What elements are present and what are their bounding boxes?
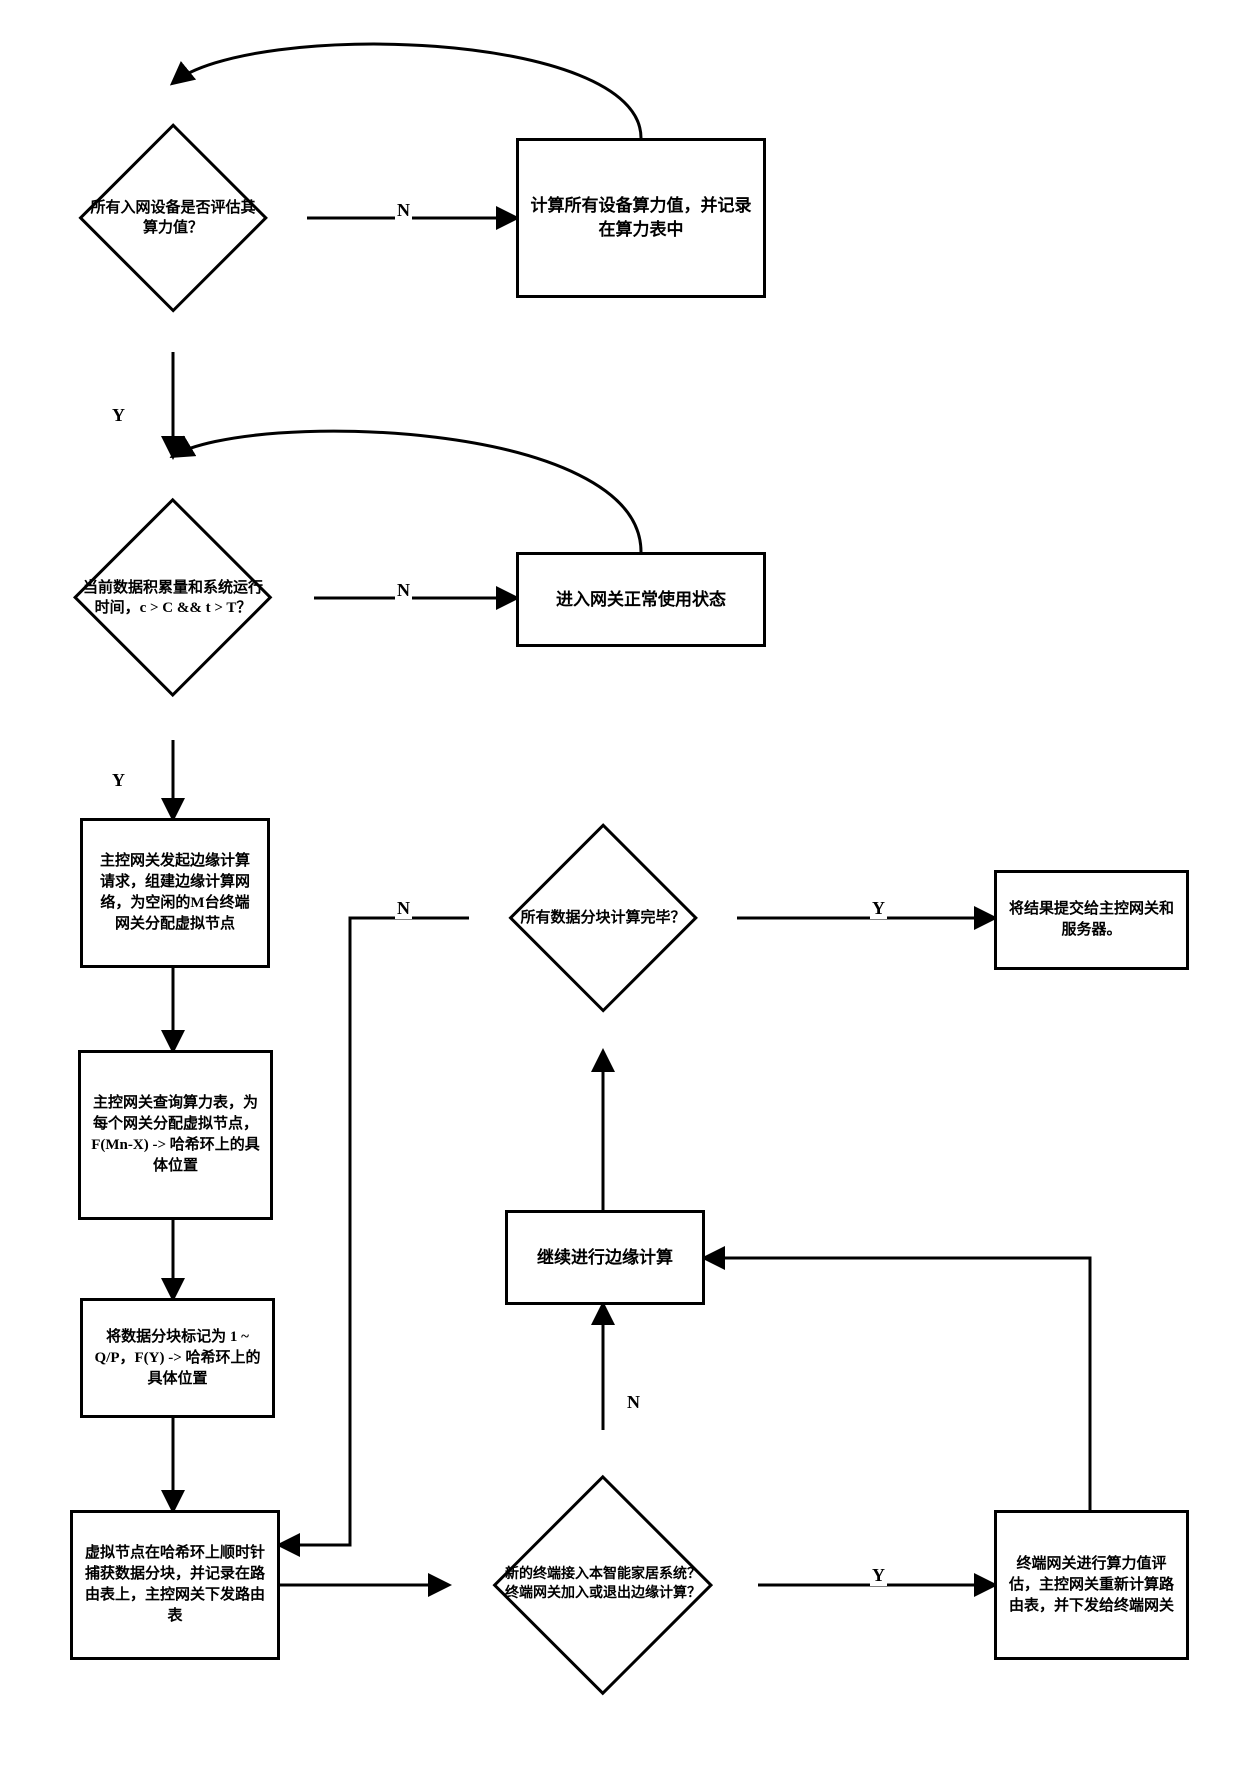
- process-label: 进入网关正常使用状态: [556, 588, 726, 612]
- edge-label: Y: [110, 405, 127, 426]
- process-edge-request: 主控网关发起边缘计算请求，组建边缘计算网络，为空闲的M台终端网关分配虚拟节点: [80, 818, 270, 968]
- process-assign-nodes: 主控网关查询算力表，为每个网关分配虚拟节点， F(Mn-X) -> 哈希环上的具…: [78, 1050, 273, 1220]
- process-label: 虚拟节点在哈希环上顺时针捕获数据分块，并记录在路由表上，主控网关下发路由表: [83, 1543, 267, 1627]
- process-route-table: 虚拟节点在哈希环上顺时针捕获数据分块，并记录在路由表上，主控网关下发路由表: [70, 1510, 280, 1660]
- edge-label: N: [395, 580, 412, 601]
- decision-label: 当前数据积累量和系统运行时间，c > C && t > T？: [74, 578, 272, 619]
- process-label: 将数据分块标记为 1 ~ Q/P，F(Y) -> 哈希环上的具体位置: [93, 1327, 262, 1390]
- process-label: 主控网关发起边缘计算请求，组建边缘计算网络，为空闲的M台终端网关分配虚拟节点: [93, 851, 257, 935]
- process-normal-state: 进入网关正常使用状态: [516, 552, 766, 647]
- edge-label: Y: [110, 770, 127, 791]
- decision-label: 所有数据分块计算完毕？: [509, 908, 697, 928]
- edge-label: N: [625, 1392, 642, 1413]
- process-submit-result: 将结果提交给主控网关和服务器。: [994, 870, 1189, 970]
- process-label: 主控网关查询算力表，为每个网关分配虚拟节点， F(Mn-X) -> 哈希环上的具…: [91, 1093, 260, 1177]
- decision-new-terminal: 新的终端接入本智能家居系统？终端网关加入或退出边缘计算？: [525, 1507, 681, 1663]
- decision-label: 所有入网设备是否评估其算力值？: [79, 198, 267, 239]
- decision-all-blocks-done: 所有数据分块计算完毕？: [536, 851, 670, 985]
- edge-label: Y: [870, 1565, 887, 1586]
- edge-label: Y: [870, 898, 887, 919]
- decision-label: 新的终端接入本智能家居系统？终端网关加入或退出边缘计算？: [494, 1566, 712, 1604]
- process-compute-power: 计算所有设备算力值，并记录在算力表中: [516, 138, 766, 298]
- process-mark-blocks: 将数据分块标记为 1 ~ Q/P，F(Y) -> 哈希环上的具体位置: [80, 1298, 275, 1418]
- decision-evaluate-power: 所有入网设备是否评估其算力值？: [106, 151, 240, 285]
- process-label: 终端网关进行算力值评估，主控网关重新计算路由表，并下发给终端网关: [1007, 1554, 1176, 1617]
- edge-label: N: [395, 200, 412, 221]
- edge-label: N: [395, 898, 412, 919]
- process-continue-edge: 继续进行边缘计算: [505, 1210, 705, 1305]
- process-label: 将结果提交给主控网关和服务器。: [1007, 899, 1176, 941]
- process-label: 计算所有设备算力值，并记录在算力表中: [529, 194, 753, 242]
- decision-data-threshold: 当前数据积累量和系统运行时间，c > C && t > T？: [102, 527, 243, 668]
- flowchart-canvas: 所有入网设备是否评估其算力值？ 计算所有设备算力值，并记录在算力表中 当前数据积…: [0, 0, 1240, 1776]
- process-recompute-route: 终端网关进行算力值评估，主控网关重新计算路由表，并下发给终端网关: [994, 1510, 1189, 1660]
- process-label: 继续进行边缘计算: [537, 1246, 673, 1270]
